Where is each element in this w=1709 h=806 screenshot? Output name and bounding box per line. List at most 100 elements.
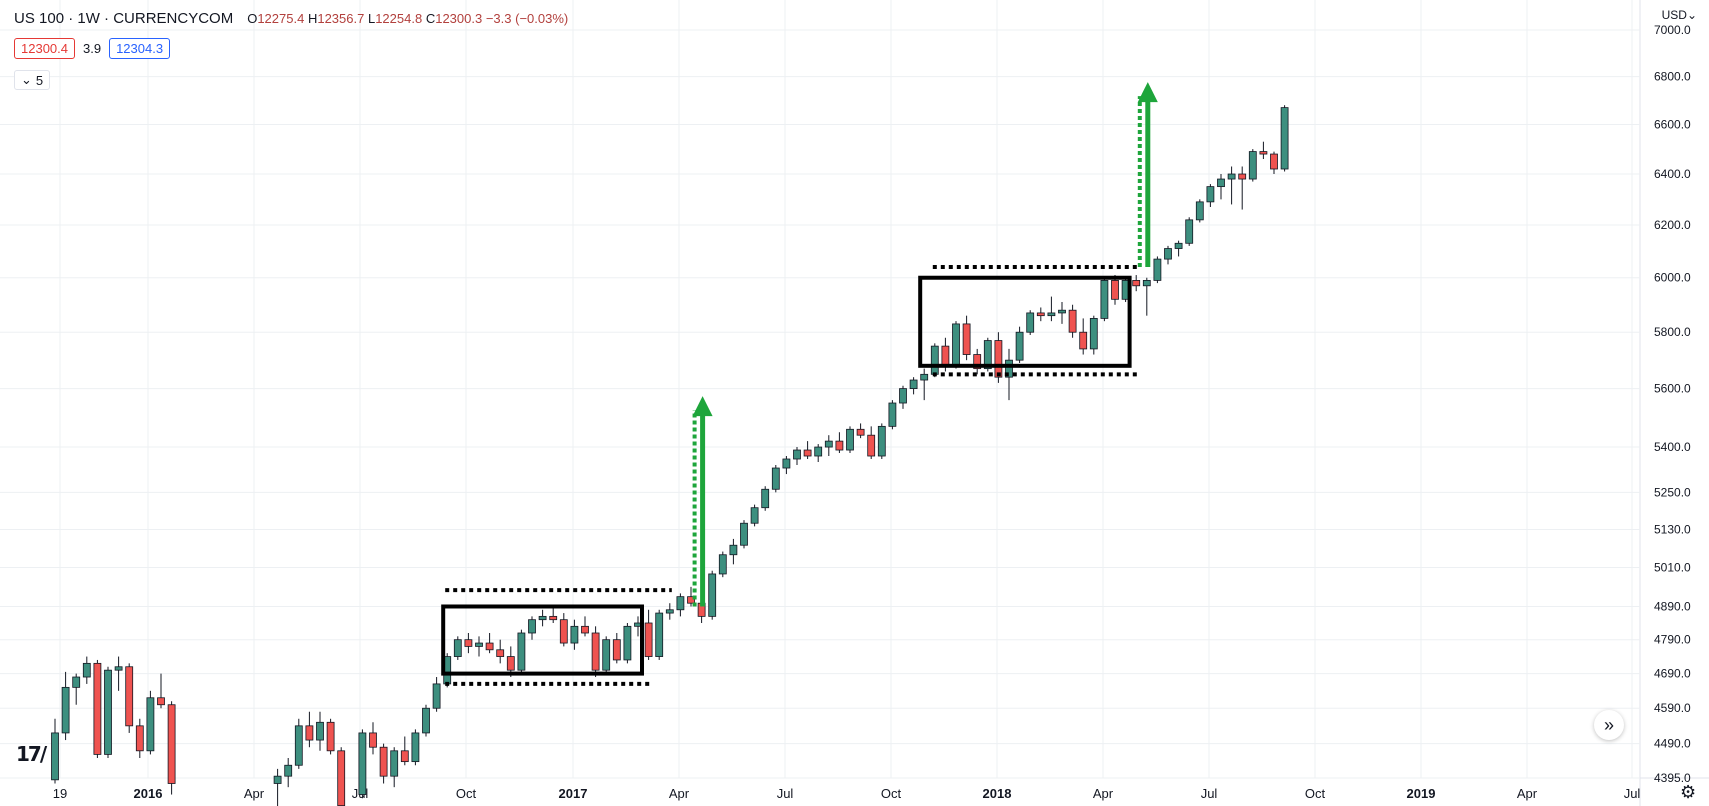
candle-body <box>581 625 589 634</box>
low-value: 12254.8 <box>375 11 423 26</box>
ask-price-button[interactable]: 12304.3 <box>109 38 171 59</box>
range-box <box>441 604 645 676</box>
candle-body <box>612 639 621 661</box>
y-tick-label: 4395.0 <box>1654 771 1691 785</box>
candle-body <box>1206 186 1215 203</box>
candle-body <box>856 428 865 436</box>
candle-body <box>782 458 791 469</box>
candle-body <box>475 642 483 647</box>
candle-body <box>1015 331 1024 361</box>
candle-body <box>485 642 494 651</box>
gear-icon[interactable]: ⚙ <box>1680 782 1697 802</box>
scroll-to-realtime-button[interactable]: » <box>1594 710 1624 740</box>
candle-body <box>1142 280 1151 287</box>
indicators-toggle-button[interactable]: ⌄ 5 <box>14 70 51 90</box>
y-tick-label: 4790.0 <box>1654 633 1691 647</box>
candle-body <box>1058 309 1066 314</box>
y-tick-label: 6600.0 <box>1654 118 1691 132</box>
candle-body <box>1270 153 1278 170</box>
candle-body <box>326 721 335 752</box>
candle-body <box>676 596 685 611</box>
chevron-down-icon: ⌄ <box>1686 8 1697 22</box>
y-tick-label: 4890.0 <box>1654 599 1691 613</box>
candle-body <box>104 669 112 755</box>
candle-body <box>1174 242 1183 249</box>
candle-body <box>506 656 515 671</box>
candle-body <box>602 639 611 671</box>
candle-body <box>1153 258 1162 281</box>
candle-body <box>877 425 886 457</box>
high-value: 12356.7 <box>317 11 365 26</box>
x-tick-label: Apr <box>669 786 690 801</box>
candle-body <box>570 625 579 644</box>
candle-body <box>390 750 399 777</box>
candle-body <box>740 522 748 546</box>
candle-body <box>337 750 346 806</box>
candle-body <box>400 750 409 763</box>
symbol-title[interactable]: US 100 · 1W · CURRENCYCOM <box>14 10 234 27</box>
candle-body <box>750 507 759 524</box>
candle-body <box>51 732 59 781</box>
ohlc-values: O12275.4 H12356.7 L12254.8 C12300.3 −3.3… <box>247 11 569 26</box>
candle-body <box>644 622 653 657</box>
x-tick-label: 2016 <box>134 786 163 801</box>
close-value: 12300.3 <box>435 11 483 26</box>
x-tick-label: Jul <box>1624 786 1641 801</box>
chevron-down-icon: ⌄ <box>21 72 32 87</box>
candle-body <box>729 544 738 556</box>
y-tick-label: 5800.0 <box>1654 325 1691 339</box>
y-tick-label: 6000.0 <box>1654 271 1691 285</box>
candle-body <box>114 666 123 671</box>
candle-body <box>1227 173 1236 180</box>
candle-body <box>771 467 780 490</box>
candle-body <box>273 775 282 784</box>
candle-body <box>559 619 568 644</box>
candle-body <box>496 649 505 657</box>
open-value: 12275.4 <box>257 11 305 26</box>
tradingview-logo-icon: 17/ <box>16 742 47 766</box>
spread-value: 3.9 <box>83 41 102 56</box>
candle-body <box>432 683 441 709</box>
candle-body <box>1026 312 1035 333</box>
arrow-head <box>1137 82 1158 103</box>
candle-body <box>61 686 70 734</box>
candle-body <box>1280 107 1289 170</box>
candle-body <box>1111 280 1119 300</box>
arrow-head <box>692 396 713 417</box>
double-chevron-right-icon: » <box>1603 714 1614 735</box>
candle-body <box>1238 173 1247 180</box>
x-tick-label: 2018 <box>983 786 1012 801</box>
candle-body <box>72 676 81 688</box>
x-tick-label: Oct <box>1305 786 1326 801</box>
x-tick-label: Oct <box>456 786 477 801</box>
candle-body <box>1036 312 1045 317</box>
candle-body <box>125 666 134 727</box>
currency-label: USD <box>1661 8 1687 22</box>
candle-body <box>909 379 918 390</box>
candle-body <box>899 388 907 404</box>
y-tick-label: 6800.0 <box>1654 70 1691 84</box>
candle-body <box>146 697 155 752</box>
y-tick-label: 4690.0 <box>1654 667 1691 681</box>
candle-body <box>867 434 876 457</box>
candle-body <box>294 725 303 766</box>
candle-body <box>1068 309 1077 333</box>
candle-body <box>1079 331 1088 350</box>
candle-body <box>1100 280 1109 319</box>
bid-price-button[interactable]: 12300.4 <box>14 38 75 59</box>
candle-body <box>687 596 695 604</box>
candle-body <box>962 323 971 355</box>
candle-body <box>167 704 176 784</box>
candle-body <box>358 732 367 795</box>
candle-body <box>422 707 430 734</box>
currency-menu-button[interactable]: USD⌄ <box>1662 8 1697 22</box>
candle-body <box>369 732 377 748</box>
x-tick-label: Apr <box>1093 786 1114 801</box>
candle-body <box>824 440 833 448</box>
candle-body <box>93 662 102 755</box>
candle-body <box>1047 312 1056 317</box>
candle-body <box>464 639 473 647</box>
x-tick-label: 2019 <box>1407 786 1436 801</box>
candle-body <box>846 428 854 451</box>
